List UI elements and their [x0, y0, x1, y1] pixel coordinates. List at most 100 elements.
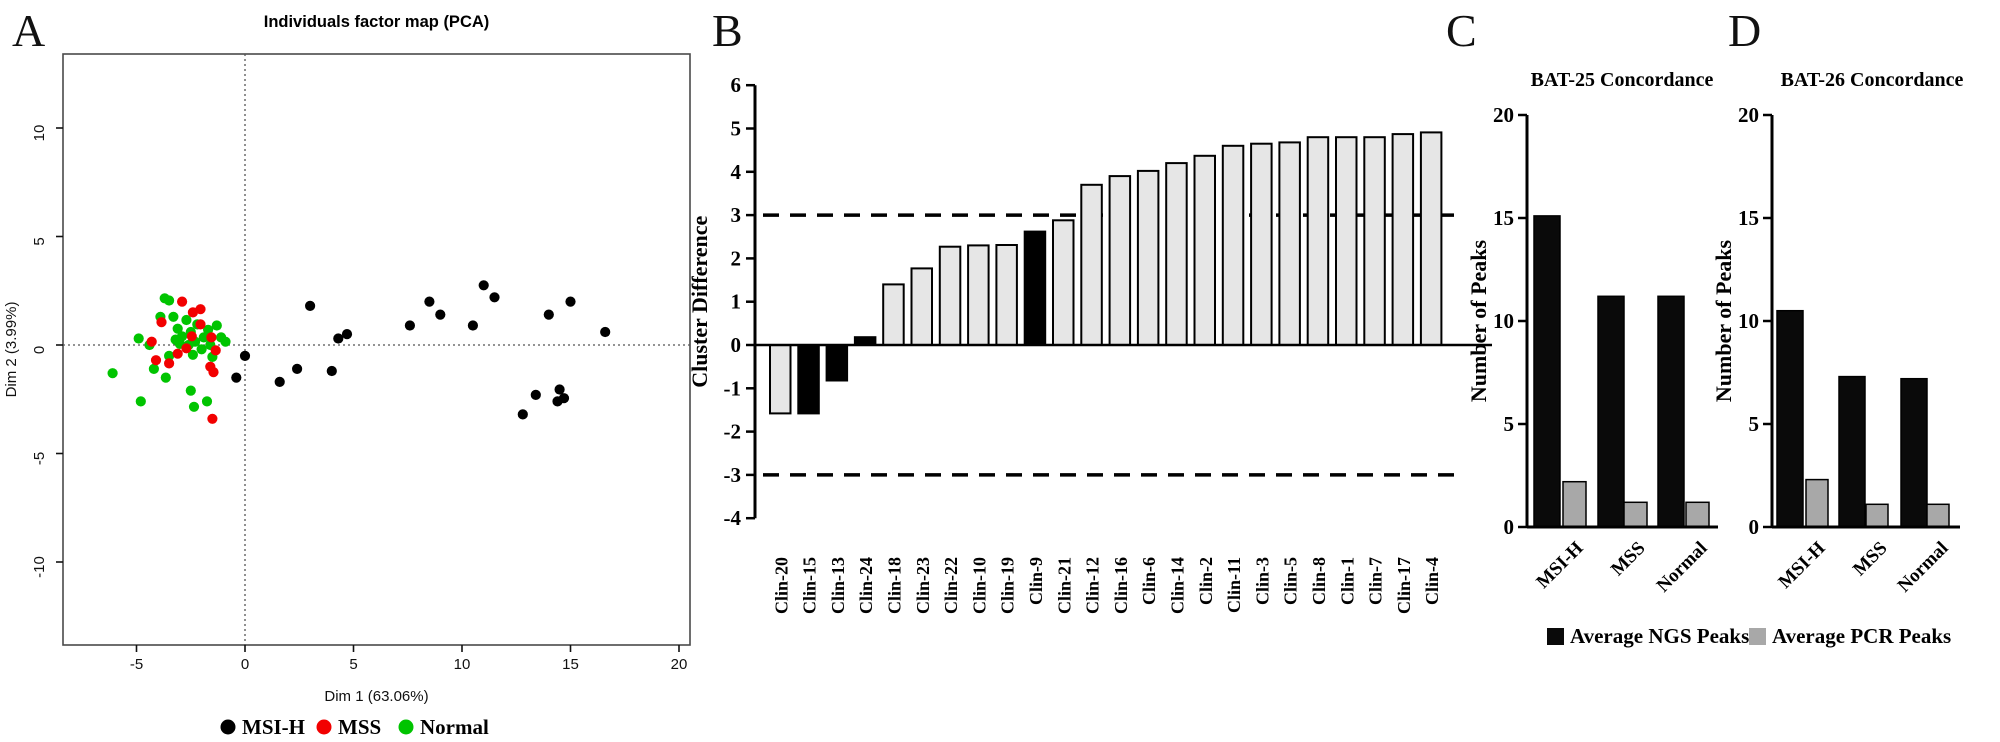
- pca-point-normal: [196, 344, 207, 355]
- pca-point-normal: [185, 385, 196, 396]
- cluster-bar-label: Clin-21: [1054, 557, 1074, 614]
- pca-point-normal: [107, 368, 118, 379]
- c-y-tick-label: 10: [1493, 309, 1514, 333]
- pca-point-msi-h: [517, 409, 528, 420]
- pca-point-mss: [181, 343, 192, 354]
- cluster-y-tick-label: 4: [731, 160, 742, 184]
- pca-x-tick-label: 0: [241, 656, 249, 673]
- c-y-axis-label: Number of Peaks: [1466, 239, 1491, 402]
- pca-point-msi-h: [305, 300, 316, 311]
- d-y-axis-label: Number of Peaks: [1711, 239, 1736, 402]
- pca-legend-dot-mss: [316, 719, 332, 735]
- cluster-bar-label: Clin-20: [771, 557, 791, 614]
- pca-y-tick-label: -5: [31, 452, 48, 465]
- cluster-bar-label: Clin-5: [1281, 557, 1301, 605]
- cluster-bar-clin-13: [825, 344, 849, 382]
- pca-y-tick-label: 5: [31, 237, 48, 245]
- pca-point-normal: [135, 396, 146, 407]
- c-bar-ngs-mss: [1597, 295, 1625, 528]
- cluster-bar-label: Clin-13: [828, 557, 848, 614]
- panel-label-d: D: [1728, 5, 1762, 56]
- pca-point-mss: [210, 345, 221, 356]
- pca-title: Individuals factor map (PCA): [264, 13, 490, 31]
- pca-point-normal: [160, 372, 171, 383]
- pca-point-normal: [188, 401, 200, 412]
- pca-x-axis-label: Dim 1 (63.06%): [324, 688, 428, 705]
- pca-point-msi-h: [333, 333, 344, 344]
- peaks-legend-swatch-ngs: [1547, 628, 1564, 645]
- peaks-legend-label-pcr: Average PCR Peaks: [1772, 624, 1951, 648]
- d-title: BAT-26 Concordance: [1781, 69, 1964, 91]
- pca-point-mss: [195, 304, 206, 315]
- pca-point-normal: [164, 295, 175, 306]
- peaks-legend-label-ngs: Average NGS Peaks: [1570, 624, 1749, 648]
- d-bar-ngs-msi-h: [1776, 309, 1804, 528]
- cluster-bar-label: Clin-12: [1083, 557, 1103, 614]
- pca-point-msi-h: [404, 320, 415, 331]
- pca-point-msi-h: [478, 280, 489, 291]
- panel-label-a: A: [12, 5, 46, 56]
- cluster-bar-label: Clin-3: [1252, 557, 1272, 605]
- cluster-bar-clin-22: [938, 245, 962, 346]
- pca-legend-label-normal: Normal: [420, 715, 489, 739]
- pca-point-mss: [208, 367, 219, 378]
- d-bar-ngs-mss: [1838, 375, 1866, 528]
- d-y-tick-label: 20: [1738, 103, 1759, 127]
- cluster-y-tick-label: 6: [731, 73, 742, 97]
- pca-legend-dot-msi-h: [220, 719, 236, 735]
- cluster-y-tick-label: -2: [724, 420, 742, 444]
- pca-point-msi-h: [554, 384, 565, 395]
- cluster-y-axis-label: Cluster Difference: [687, 215, 712, 387]
- pca-point-msi-h: [274, 376, 285, 387]
- c-bar-pcr-msi-h: [1562, 480, 1587, 528]
- cluster-bar-clin-10: [967, 244, 990, 346]
- cluster-bar-clin-20: [769, 344, 792, 415]
- pca-point-normal: [177, 331, 188, 342]
- d-y-tick-label: 0: [1749, 515, 1760, 539]
- pca-point-normal: [211, 320, 222, 331]
- cluster-bar-label: Clin-17: [1394, 557, 1414, 614]
- pca-point-mss: [195, 319, 206, 330]
- pca-point-normal: [187, 349, 198, 360]
- c-y-tick-label: 5: [1504, 412, 1515, 436]
- c-category-label: MSS: [1607, 538, 1649, 580]
- cluster-bar-label: Clin-18: [884, 557, 904, 614]
- pca-plot-frame: [62, 53, 691, 646]
- pca-x-tick-label: 15: [562, 656, 579, 673]
- pca-point-normal: [133, 333, 144, 344]
- pca-legend-label-mss: MSS: [338, 715, 381, 739]
- c-category-label: Normal: [1653, 538, 1712, 597]
- cluster-bar-label: Clin-7: [1366, 557, 1386, 605]
- pca-point-msi-h: [341, 329, 353, 340]
- cluster-bar-clin-9: [1023, 230, 1047, 347]
- d-bar-pcr-mss: [1865, 503, 1889, 528]
- pca-point-mss: [164, 358, 175, 369]
- c-y-tick-label: 15: [1493, 206, 1514, 230]
- c-y-tick-label: 20: [1493, 103, 1514, 127]
- pca-point-normal: [172, 323, 183, 334]
- c-bar-pcr-normal: [1685, 501, 1710, 528]
- pca-y-tick-label: 0: [31, 346, 48, 354]
- cluster-bar-label: Clin-2: [1196, 557, 1216, 605]
- d-y-tick-label: 10: [1738, 309, 1759, 333]
- pca-x-tick-label: 20: [671, 656, 688, 673]
- cluster-bar-clin-19: [995, 244, 1018, 346]
- cluster-bar-clin-2: [1193, 154, 1216, 346]
- cluster-bar-clin-3: [1250, 142, 1273, 346]
- d-bar-pcr-normal: [1926, 503, 1950, 528]
- pca-point-normal: [220, 336, 231, 347]
- peaks-legend-swatch-pcr: [1749, 628, 1766, 645]
- d-category-label: MSI-H: [1774, 538, 1829, 593]
- cluster-y-tick-label: 2: [731, 246, 742, 270]
- c-y-tick-label: 0: [1504, 515, 1515, 539]
- cluster-bar-clin-21: [1052, 219, 1075, 346]
- cluster-bar-label: Clin-10: [969, 557, 989, 614]
- pca-point-msi-h: [558, 393, 570, 404]
- pca-y-tick-label: 10: [31, 125, 48, 142]
- cluster-bar-label: Clin-4: [1422, 557, 1442, 605]
- pca-point-mss: [206, 332, 217, 343]
- cluster-bar-label: Clin-19: [998, 557, 1018, 614]
- pca-point-msi-h: [600, 326, 611, 338]
- pca-point-mss: [150, 355, 162, 366]
